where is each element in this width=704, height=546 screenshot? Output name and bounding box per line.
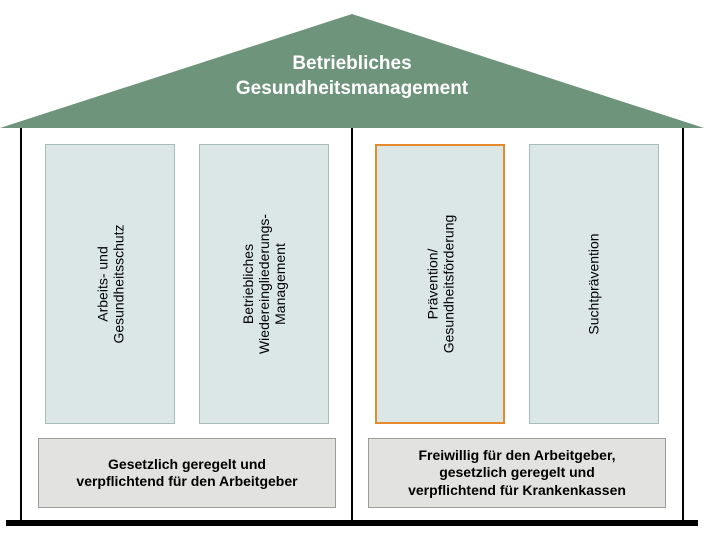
house-body: Arbeits- undGesundheitsschutz Betrieblic… <box>20 128 684 520</box>
pillar-arbeitsschutz: Arbeits- undGesundheitsschutz <box>45 144 175 424</box>
pillar-label: Arbeits- undGesundheitsschutz <box>94 224 126 343</box>
pillar-label: BetrieblichesWiedereingliederungs-Manage… <box>240 214 288 354</box>
pillar-label: Suchtprävention <box>586 233 602 334</box>
pillar-row: Arbeits- undGesundheitsschutz Betrieblic… <box>22 144 682 424</box>
pillar-suchtpraevention: Suchtprävention <box>529 144 659 424</box>
roof-title-line2: Gesundheitsmanagement <box>236 78 468 99</box>
roof-title: Betriebliches Gesundheitsmanagement <box>0 52 704 101</box>
right-base-wrap: Freiwillig für den Arbeitgeber,gesetzlic… <box>352 438 682 508</box>
base-left: Gesetzlich geregelt undverpflichtend für… <box>38 438 336 508</box>
pillar-wiedereingliederung: BetrieblichesWiedereingliederungs-Manage… <box>199 144 329 424</box>
base-right: Freiwillig für den Arbeitgeber,gesetzlic… <box>368 438 666 508</box>
left-half-pillars: Arbeits- undGesundheitsschutz Betrieblic… <box>22 144 352 424</box>
right-half-pillars: Prävention/Gesundheitsförderung Suchtprä… <box>352 144 682 424</box>
pillar-label: Prävention/Gesundheitsförderung <box>424 215 456 354</box>
pillar-praevention: Prävention/Gesundheitsförderung <box>375 144 505 424</box>
floor-line <box>6 520 698 526</box>
roof-title-line1: Betriebliches <box>292 53 411 74</box>
base-row: Gesetzlich geregelt undverpflichtend für… <box>22 438 682 508</box>
house-diagram: Betriebliches Gesundheitsmanagement Arbe… <box>0 0 704 546</box>
left-base-wrap: Gesetzlich geregelt undverpflichtend für… <box>22 438 352 508</box>
